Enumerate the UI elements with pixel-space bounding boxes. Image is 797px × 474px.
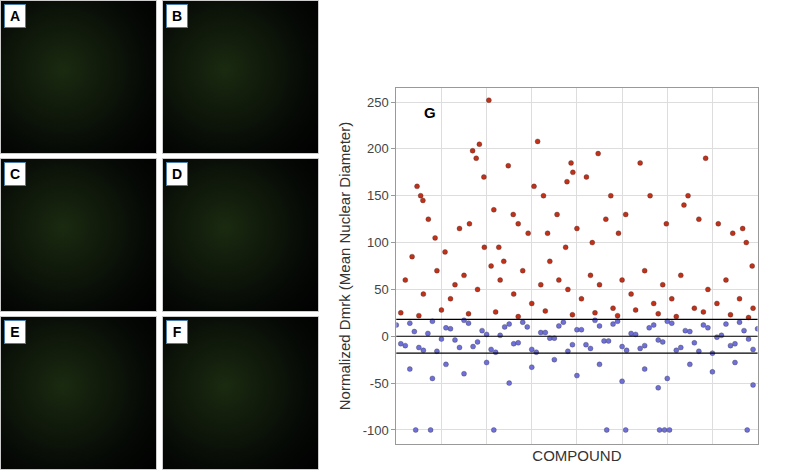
svg-text:250: 250: [367, 95, 389, 110]
html-text:B: B: [171, 8, 183, 24]
svg-text:COMPOUND: COMPOUND: [532, 447, 621, 464]
svg-text:-100: -100: [363, 423, 389, 438]
svg-text:G: G: [424, 104, 436, 121]
svg-text:150: 150: [367, 188, 389, 203]
svg-text:Normalized Dmrk (Mean Nuclear: Normalized Dmrk (Mean Nuclear Diameter): [336, 122, 353, 410]
html-text:A: A: [9, 8, 21, 24]
svg-text:200: 200: [367, 141, 389, 156]
svg-text:0: 0: [381, 329, 388, 344]
html-text:C: C: [9, 166, 21, 182]
svg-text:50: 50: [374, 282, 388, 297]
html-text:D: D: [171, 166, 183, 182]
html-text:F: F: [172, 324, 182, 340]
svg-text:100: 100: [367, 235, 389, 250]
svg-text:-50: -50: [370, 376, 389, 391]
html-text:E: E: [10, 324, 20, 340]
